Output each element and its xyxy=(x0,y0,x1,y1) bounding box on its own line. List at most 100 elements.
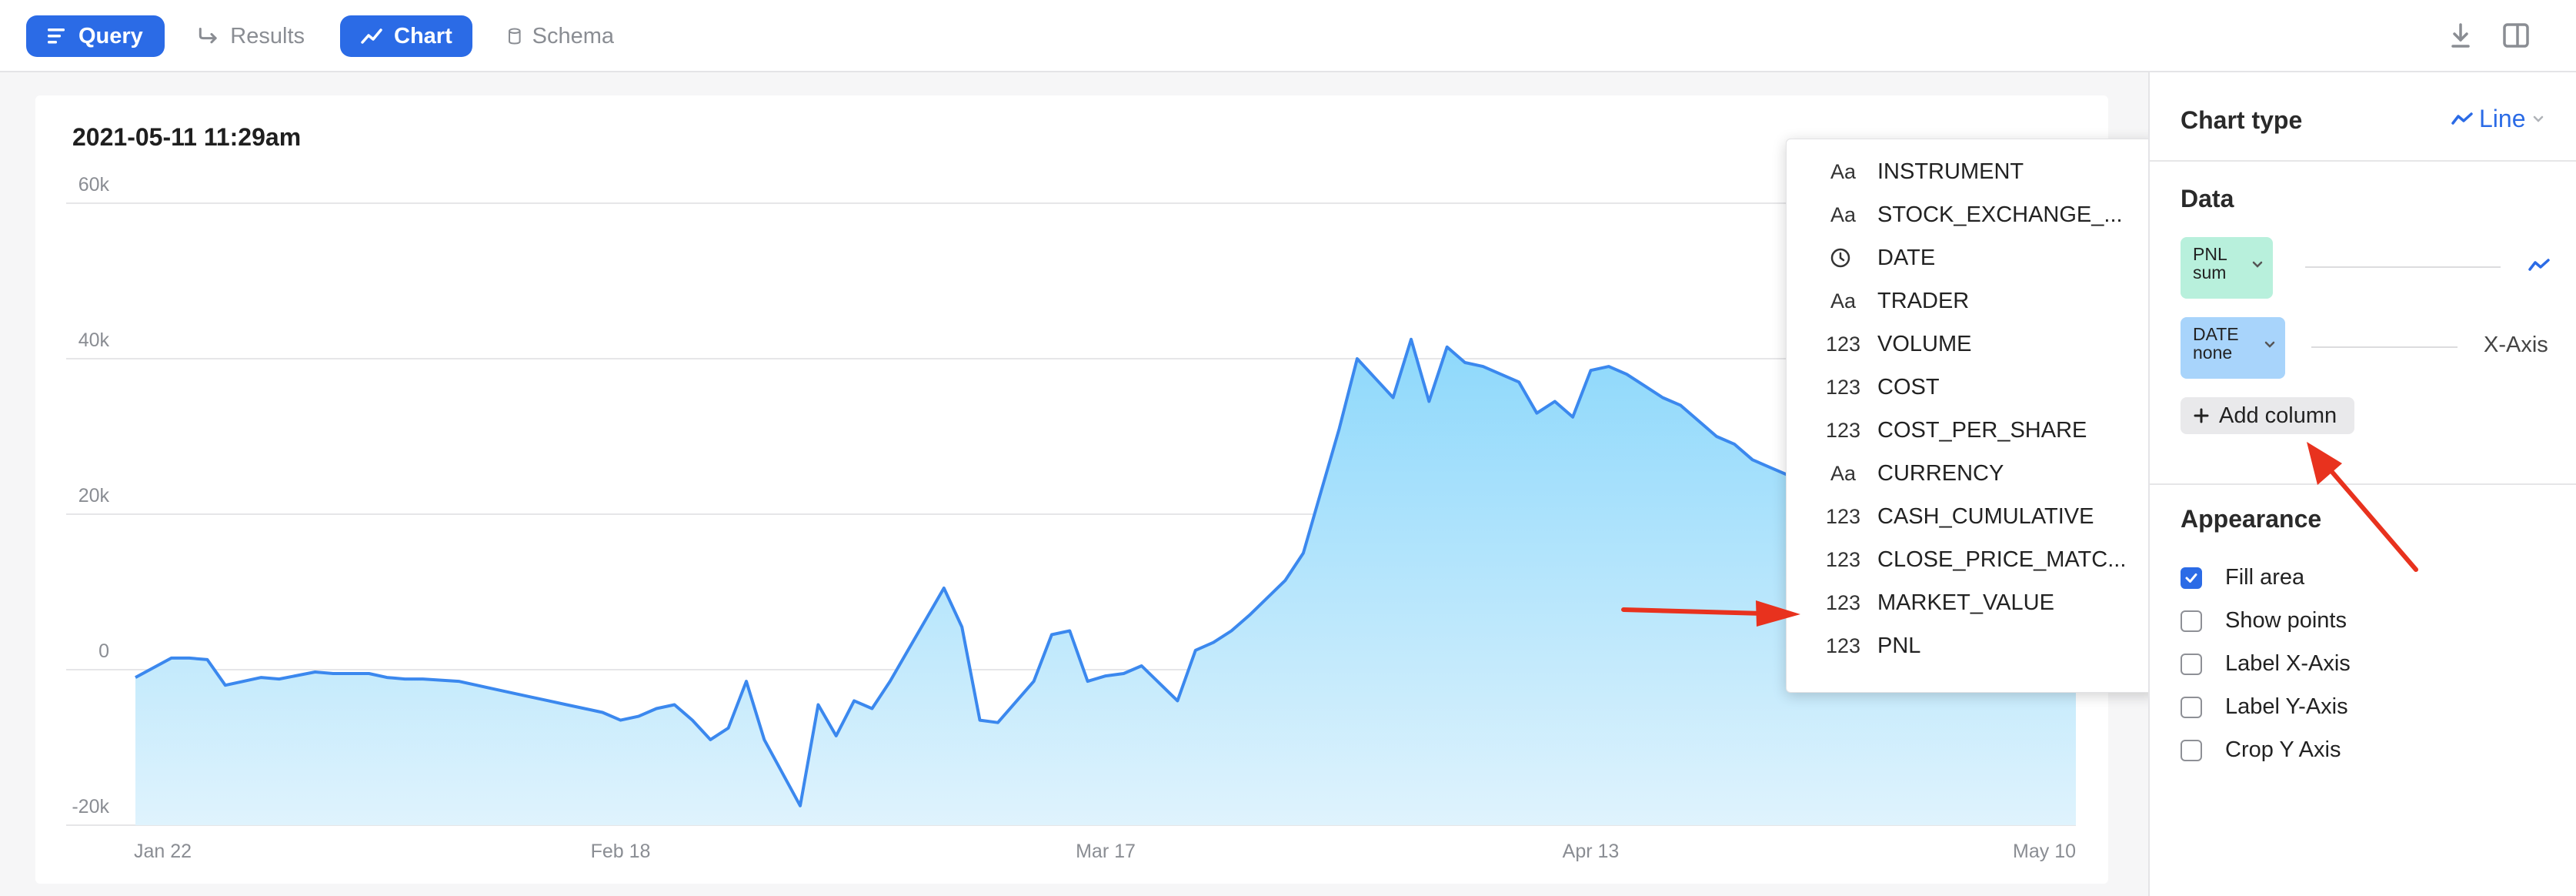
option-show-points[interactable]: Show points xyxy=(2181,608,2347,634)
column-option-cash-cumulative[interactable]: 123 CASH_CUMULATIVE xyxy=(1787,495,2157,538)
column-option-label: TRADER xyxy=(1877,288,1970,313)
chevron-down-icon xyxy=(2252,261,2263,268)
option-fill-area[interactable]: Fill area xyxy=(2181,565,2304,590)
text-type-icon: Aa xyxy=(1830,461,1856,485)
column-option-label: VOLUME xyxy=(1877,331,1972,356)
chart-settings-panel: Chart type Line Data PNL sum DATE none X… xyxy=(2148,72,2576,896)
column-option-volume[interactable]: 123 VOLUME xyxy=(1787,323,2157,366)
line-chart-icon xyxy=(361,28,382,44)
y-tick-label: 20k xyxy=(78,485,110,507)
plus-icon xyxy=(2194,408,2209,423)
text-type-icon: Aa xyxy=(1830,202,1856,226)
option-label: Fill area xyxy=(2225,565,2305,590)
checkbox[interactable] xyxy=(2181,567,2202,589)
x-column-pill[interactable]: DATE none xyxy=(2181,317,2285,379)
chart-title: 2021-05-11 11:29am xyxy=(72,123,302,151)
y-tick-label: 60k xyxy=(78,174,110,196)
column-option-label: COST_PER_SHARE xyxy=(1877,417,2087,443)
clock-icon xyxy=(1787,247,1860,269)
column-option-label: CASH_CUMULATIVE xyxy=(1877,503,2094,529)
x-tick-label: Mar 17 xyxy=(1076,841,1136,862)
option-label-y-axis[interactable]: Label Y-Axis xyxy=(2181,694,2348,720)
chart-type-select[interactable]: Line xyxy=(2451,105,2544,133)
option-label: Show points xyxy=(2225,608,2347,633)
column-option-cost[interactable]: 123 COST xyxy=(1787,366,2157,409)
column-option-close-price-matc[interactable]: 123 CLOSE_PRICE_MATC... xyxy=(1787,538,2157,581)
tab-schema[interactable]: Schema xyxy=(488,15,634,57)
checkbox[interactable] xyxy=(2181,739,2202,761)
checkmark-icon xyxy=(2185,573,2197,583)
x-column-aggregation: none xyxy=(2193,343,2233,363)
checkbox[interactable] xyxy=(2181,653,2202,675)
column-option-label: COST xyxy=(1877,374,1940,400)
pnl-area-fill xyxy=(135,339,2076,825)
option-label: Label X-Axis xyxy=(2225,651,2351,676)
y-tick-label: 0 xyxy=(98,640,109,662)
column-option-pnl[interactable]: 123 PNL xyxy=(1787,624,2157,667)
series-connector-line xyxy=(2305,266,2501,268)
column-option-label: STOCK_EXCHANGE_... xyxy=(1877,202,2123,227)
y-column-pill[interactable]: PNL sum xyxy=(2181,237,2273,299)
column-option-label: PNL xyxy=(1877,633,1921,658)
menu-lines-icon xyxy=(48,28,65,44)
column-option-stock-exchange[interactable]: Aa STOCK_EXCHANGE_... xyxy=(1787,193,2157,236)
text-type-icon: Aa xyxy=(1830,289,1856,313)
column-option-label: MARKET_VALUE xyxy=(1877,590,2054,615)
tab-chart[interactable]: Chart xyxy=(340,15,472,57)
column-option-cost-per-share[interactable]: 123 COST_PER_SHARE xyxy=(1787,409,2157,452)
x-connector-line xyxy=(2311,346,2458,348)
column-option-label: CLOSE_PRICE_MATC... xyxy=(1877,547,2127,572)
line-type-icon xyxy=(2451,112,2473,125)
column-option-label: INSTRUMENT xyxy=(1877,159,2024,184)
pnl-area-chart[interactable]: 60k 40k 20k 0 -20k Jan 22 Feb 18 Mar 17 Apr 13 Ma… xyxy=(35,95,2108,884)
x-axis-label: X-Axis xyxy=(2484,333,2548,357)
checkbox[interactable] xyxy=(2181,696,2202,718)
tab-query[interactable]: Query xyxy=(26,15,165,57)
column-option-market-value[interactable]: 123 MARKET_VALUE xyxy=(1787,581,2157,624)
y-column-name: PNL xyxy=(2193,244,2227,264)
chart-type-value: Line xyxy=(2479,105,2526,132)
pnl-series-line[interactable] xyxy=(135,337,2077,807)
option-label-x-axis[interactable]: Label X-Axis xyxy=(2181,651,2351,677)
split-panel-icon[interactable] xyxy=(2501,20,2531,51)
chevron-down-icon xyxy=(2533,115,2543,122)
x-tick-label: Jan 22 xyxy=(134,841,192,862)
x-tick-label: Apr 13 xyxy=(1563,841,1620,862)
data-heading: Data xyxy=(2181,185,2234,212)
number-type-icon: 123 xyxy=(1825,375,1860,399)
download-icon[interactable] xyxy=(2445,20,2476,51)
column-option-instrument[interactable]: Aa INSTRUMENT xyxy=(1787,150,2157,193)
option-crop-y-axis[interactable]: Crop Y Axis xyxy=(2181,737,2341,763)
number-type-icon: 123 xyxy=(1825,590,1860,614)
y-tick-label: 40k xyxy=(78,329,110,351)
tab-schema-label: Schema xyxy=(532,23,614,48)
number-type-icon: 123 xyxy=(1825,332,1860,356)
panel-divider xyxy=(2150,483,2576,485)
top-toolbar: Query Results Chart Schema xyxy=(0,0,2576,72)
column-option-trader[interactable]: Aa TRADER xyxy=(1787,279,2157,323)
y-column-aggregation: sum xyxy=(2193,262,2227,283)
add-column-button[interactable]: Add column xyxy=(2181,397,2354,434)
number-type-icon: 123 xyxy=(1825,634,1860,657)
tab-results[interactable]: Results xyxy=(177,15,325,57)
chart-type-heading: Chart type xyxy=(2181,106,2303,134)
y-tick-label: -20k xyxy=(72,796,109,817)
number-type-icon: 123 xyxy=(1825,547,1860,571)
arrow-turn-icon xyxy=(199,28,217,44)
checkbox[interactable] xyxy=(2181,610,2202,632)
column-option-date[interactable]: DATE xyxy=(1787,236,2157,279)
series-line-style-icon[interactable] xyxy=(2528,256,2550,274)
chevron-down-icon xyxy=(2264,341,2275,348)
database-icon xyxy=(509,28,521,45)
option-label: Label Y-Axis xyxy=(2225,694,2348,719)
x-column-name: DATE xyxy=(2193,324,2239,344)
panel-divider xyxy=(2150,160,2576,162)
x-tick-label: Feb 18 xyxy=(591,841,651,862)
x-tick-label: May 10 xyxy=(2013,841,2076,862)
number-type-icon: 123 xyxy=(1825,504,1860,528)
tab-query-label: Query xyxy=(78,23,143,48)
column-option-currency[interactable]: Aa CURRENCY xyxy=(1787,452,2157,495)
add-column-label: Add column xyxy=(2219,403,2337,428)
column-picker-dropdown: Aa INSTRUMENT Aa STOCK_EXCHANGE_... DATE Aa TR… xyxy=(1786,139,2157,693)
column-option-label: DATE xyxy=(1877,245,1936,270)
